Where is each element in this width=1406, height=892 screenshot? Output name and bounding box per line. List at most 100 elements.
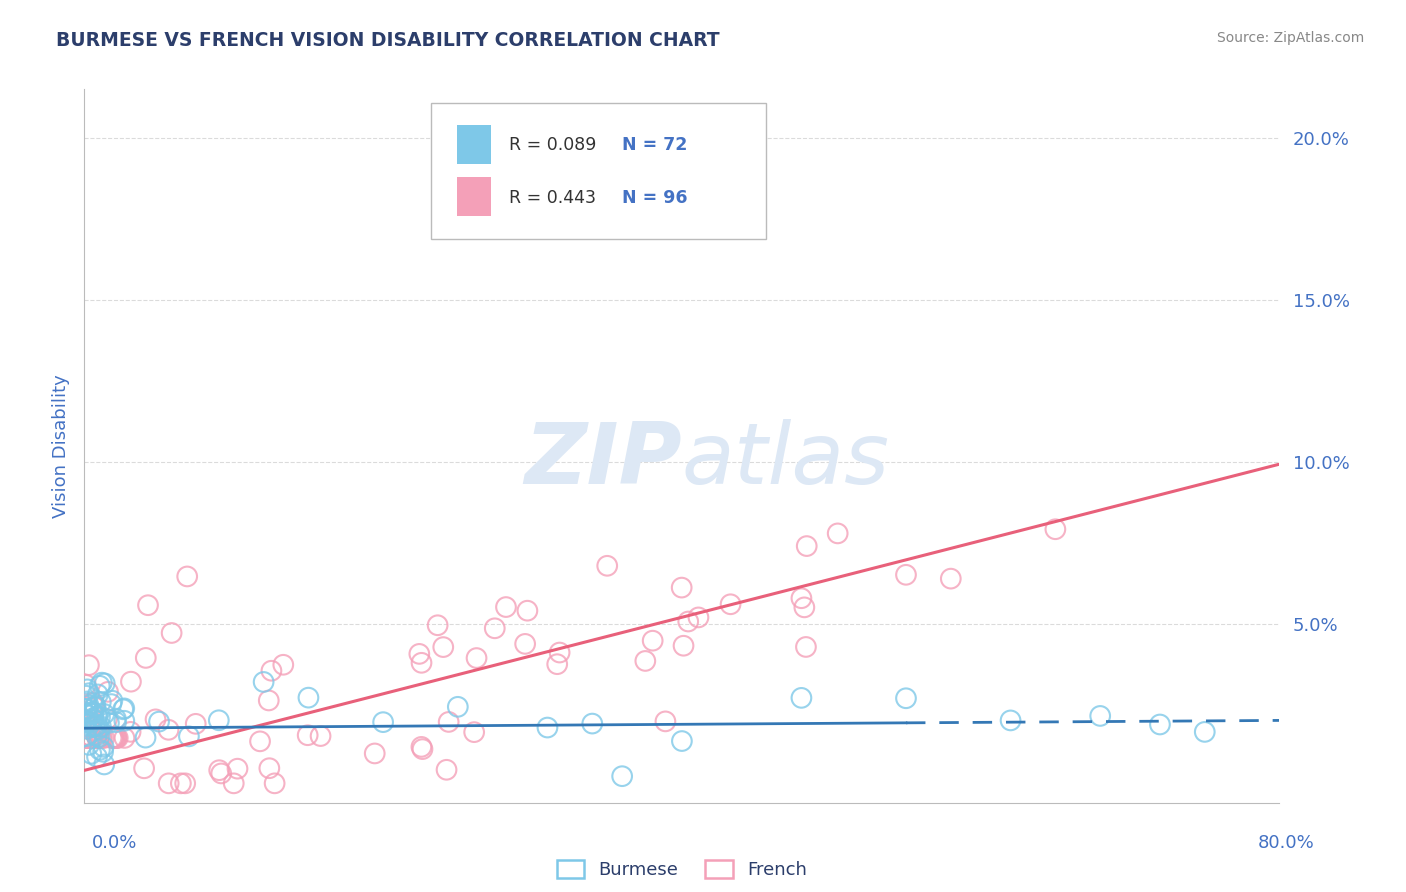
Point <box>226 762 249 776</box>
Point <box>939 572 962 586</box>
Point <box>87 731 110 745</box>
Point <box>257 693 280 707</box>
Point <box>75 706 97 721</box>
Point <box>75 731 97 745</box>
Point <box>297 690 319 705</box>
Point <box>208 763 231 777</box>
Point <box>87 731 110 745</box>
Point <box>86 731 108 745</box>
Point <box>83 700 105 714</box>
Point <box>90 731 112 745</box>
Point <box>364 747 387 761</box>
Point <box>174 776 197 790</box>
Point <box>516 604 538 618</box>
Point <box>114 731 136 745</box>
Point <box>89 743 111 757</box>
Point <box>411 739 433 754</box>
Point <box>676 615 699 629</box>
Point <box>101 731 124 745</box>
Point <box>1000 714 1022 728</box>
Point <box>720 597 742 611</box>
Text: 80.0%: 80.0% <box>1258 834 1315 852</box>
Point <box>671 734 693 748</box>
Point <box>86 709 108 723</box>
Point <box>77 658 100 673</box>
Point <box>790 591 813 606</box>
Point <box>253 675 276 690</box>
Point <box>249 734 271 748</box>
Point <box>177 730 200 744</box>
Point <box>536 721 558 735</box>
Point <box>75 678 97 692</box>
Point <box>80 731 103 745</box>
Point <box>297 728 319 742</box>
Point <box>135 651 157 665</box>
Point <box>447 699 470 714</box>
Point <box>263 776 285 790</box>
Point <box>827 526 849 541</box>
Point <box>76 731 98 745</box>
Point <box>76 708 98 723</box>
Point <box>79 731 101 745</box>
Point <box>86 729 108 743</box>
Point <box>76 700 98 714</box>
Point <box>82 731 104 745</box>
Point <box>80 706 103 721</box>
Point <box>610 769 633 783</box>
Point <box>894 567 917 582</box>
Point <box>581 716 603 731</box>
Point <box>135 731 157 745</box>
Point <box>104 731 127 745</box>
Point <box>97 685 120 699</box>
Point <box>86 750 108 764</box>
Point <box>89 722 111 736</box>
Point <box>426 618 449 632</box>
Point <box>75 702 97 716</box>
Point <box>75 731 97 745</box>
Point <box>80 747 103 761</box>
Point <box>465 651 488 665</box>
Point <box>75 689 97 703</box>
Point <box>132 761 156 775</box>
Point <box>120 674 142 689</box>
Text: R = 0.089: R = 0.089 <box>509 136 596 153</box>
Y-axis label: Vision Disability: Vision Disability <box>52 374 70 518</box>
Point <box>75 731 97 745</box>
Point <box>93 739 115 754</box>
Point <box>104 731 127 745</box>
Point <box>89 730 111 744</box>
Point <box>76 728 98 742</box>
Point <box>548 646 571 660</box>
Point <box>76 694 98 708</box>
Point <box>104 712 127 726</box>
Point <box>77 702 100 716</box>
Point <box>96 712 118 726</box>
Point <box>75 729 97 743</box>
Point <box>145 712 167 726</box>
Text: 0.0%: 0.0% <box>91 834 136 852</box>
Point <box>87 688 110 702</box>
Point <box>105 731 128 745</box>
Point <box>75 731 97 745</box>
Point <box>84 699 107 714</box>
Point <box>259 761 281 775</box>
Point <box>1045 522 1067 536</box>
Point <box>157 776 180 790</box>
Point <box>170 776 193 790</box>
Point <box>790 690 813 705</box>
Text: BURMESE VS FRENCH VISION DISABILITY CORRELATION CHART: BURMESE VS FRENCH VISION DISABILITY CORR… <box>56 31 720 50</box>
Point <box>120 724 142 739</box>
Point <box>112 701 135 715</box>
Point <box>82 706 104 721</box>
Point <box>89 710 111 724</box>
Point <box>672 639 695 653</box>
Point <box>793 600 815 615</box>
Point <box>82 696 104 710</box>
Point <box>105 731 128 745</box>
Point <box>271 657 294 672</box>
Text: R = 0.443: R = 0.443 <box>509 189 596 207</box>
Point <box>634 654 657 668</box>
Point <box>112 714 135 728</box>
Point <box>82 731 104 745</box>
Point <box>91 745 114 759</box>
